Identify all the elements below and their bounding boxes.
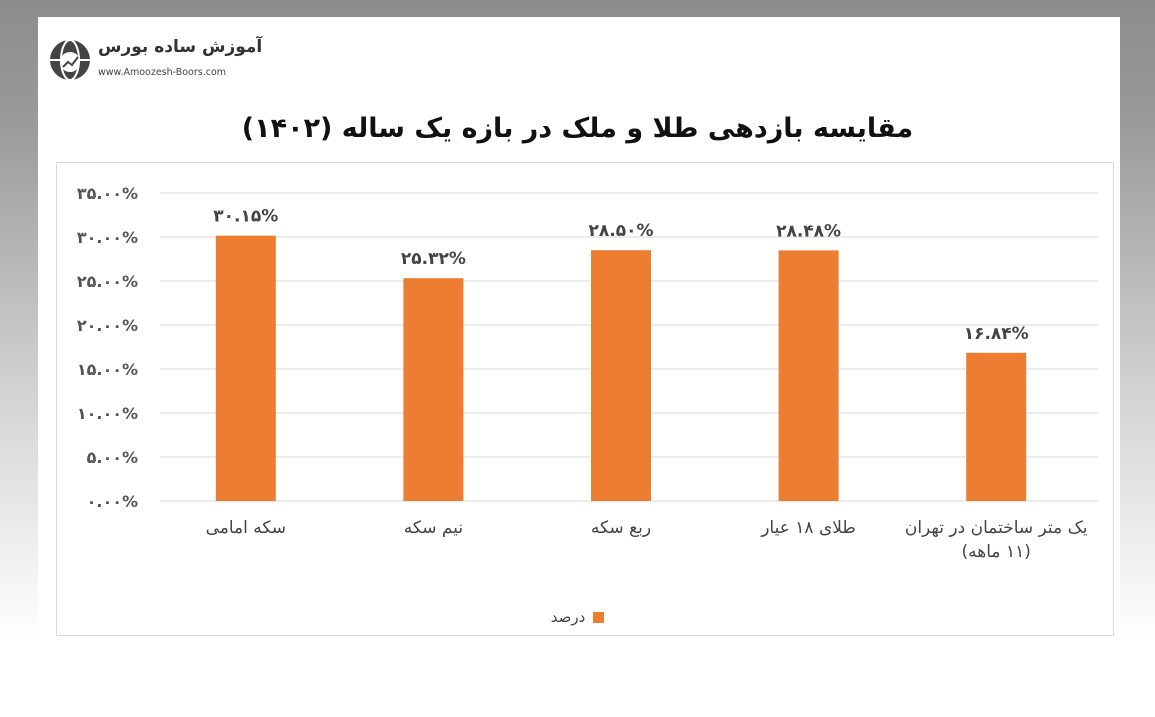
data-label: ۱۶.۸۴%	[964, 324, 1029, 344]
logo-name: آموزش ساده بورس	[98, 37, 263, 57]
legend-swatch	[593, 612, 605, 623]
x-tick-label: طلای ۱۸ عیار	[761, 518, 856, 538]
data-label: ۲۸.۴۸%	[776, 221, 841, 241]
data-label: ۲۵.۳۲%	[401, 249, 466, 269]
bar	[215, 235, 276, 501]
y-tick-label: ۱۰.۰۰%	[77, 404, 138, 423]
legend-label: درصد	[550, 608, 586, 626]
legend: درصد	[0, 608, 1155, 626]
bar	[591, 250, 651, 501]
chart-title: مقایسه بازدهی طلا و ملک در بازه یک ساله …	[241, 113, 914, 144]
bar	[966, 352, 1027, 501]
bar	[403, 278, 464, 501]
x-tick-label: ربع سکه	[590, 518, 652, 538]
x-tick-label: یک متر ساختمان در تهران (۱۱ ماهه)	[904, 518, 1088, 562]
y-tick-label: ۳۵.۰۰%	[77, 184, 138, 203]
data-label: ۳۰.۱۵%	[213, 207, 278, 227]
x-tick-label: نیم سکه	[403, 518, 464, 538]
bar	[778, 250, 839, 501]
chart-frame	[56, 162, 1114, 636]
data-label: ۲۸.۵۰%	[589, 221, 654, 241]
y-tick-label: ۲۵.۰۰%	[77, 272, 138, 291]
logo: آموزش ساده بورس www.Amoozesh-Boors.com	[48, 36, 262, 86]
y-tick-label: ۱۵.۰۰%	[77, 360, 138, 379]
globe-chart-icon	[50, 39, 90, 81]
x-tick-label: سکه امامی	[205, 518, 287, 538]
logo-url: www.Amoozesh-Boors.com	[98, 67, 227, 78]
y-tick-label: ۵.۰۰%	[87, 448, 138, 467]
y-tick-label: ۳۰.۰۰%	[77, 228, 138, 247]
y-tick-label: ۲۰.۰۰%	[77, 316, 138, 335]
y-tick-label: ۰.۰۰%	[87, 492, 138, 511]
